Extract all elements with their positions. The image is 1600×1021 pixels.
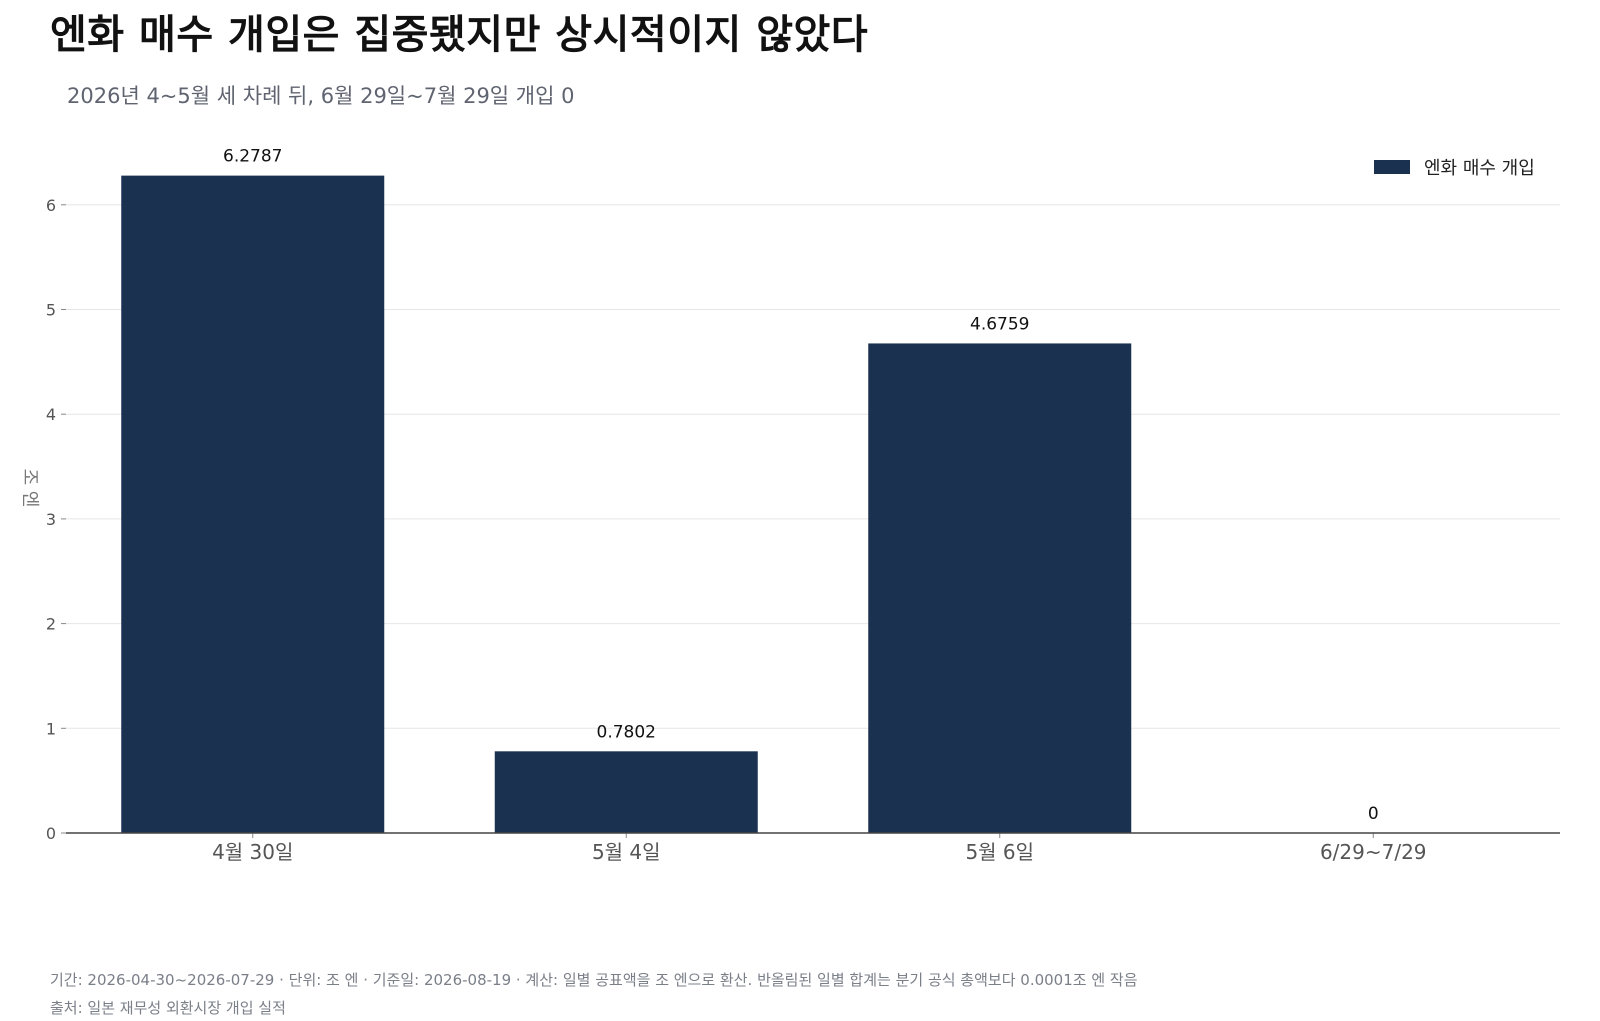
x-tick-label: 5월 6일 (965, 840, 1034, 864)
y-tick-label: 4 (46, 405, 56, 424)
y-axis-title: 조 엔 (19, 469, 40, 508)
footer-note: 기간: 2026-04-30~2026-07-29 · 단위: 조 엔 · 기준… (50, 971, 1138, 989)
bar (868, 343, 1132, 833)
y-tick-label: 2 (46, 615, 56, 634)
bar-value-label: 6.2787 (223, 147, 282, 167)
x-tick-label: 5월 4일 (592, 840, 661, 864)
y-tick-label: 3 (46, 510, 56, 529)
bar (121, 175, 385, 833)
bar-value-label: 4.6759 (970, 314, 1029, 334)
y-tick-label: 6 (46, 196, 56, 215)
chart-subtitle: 2026년 4~5월 세 차례 뒤, 6월 29일~7월 29일 개입 0 (67, 84, 575, 108)
x-tick-label: 6/29~7/29 (1320, 840, 1427, 864)
y-tick-label: 0 (46, 824, 56, 843)
y-tick-label: 5 (46, 301, 56, 320)
bar-value-label: 0.7802 (597, 722, 656, 742)
legend-label: 엔화 매수 개입 (1424, 158, 1535, 179)
chart-title: 엔화 매수 개입은 집중됐지만 상시적이지 않았다 (50, 12, 869, 58)
bar (494, 751, 758, 833)
legend-swatch (1374, 160, 1410, 174)
x-tick-label: 4월 30일 (212, 840, 293, 864)
footer-source: 출처: 일본 재무성 외환시장 개입 실적 (50, 999, 286, 1017)
bar-value-label: 0 (1368, 804, 1379, 824)
y-tick-label: 1 (46, 719, 56, 738)
